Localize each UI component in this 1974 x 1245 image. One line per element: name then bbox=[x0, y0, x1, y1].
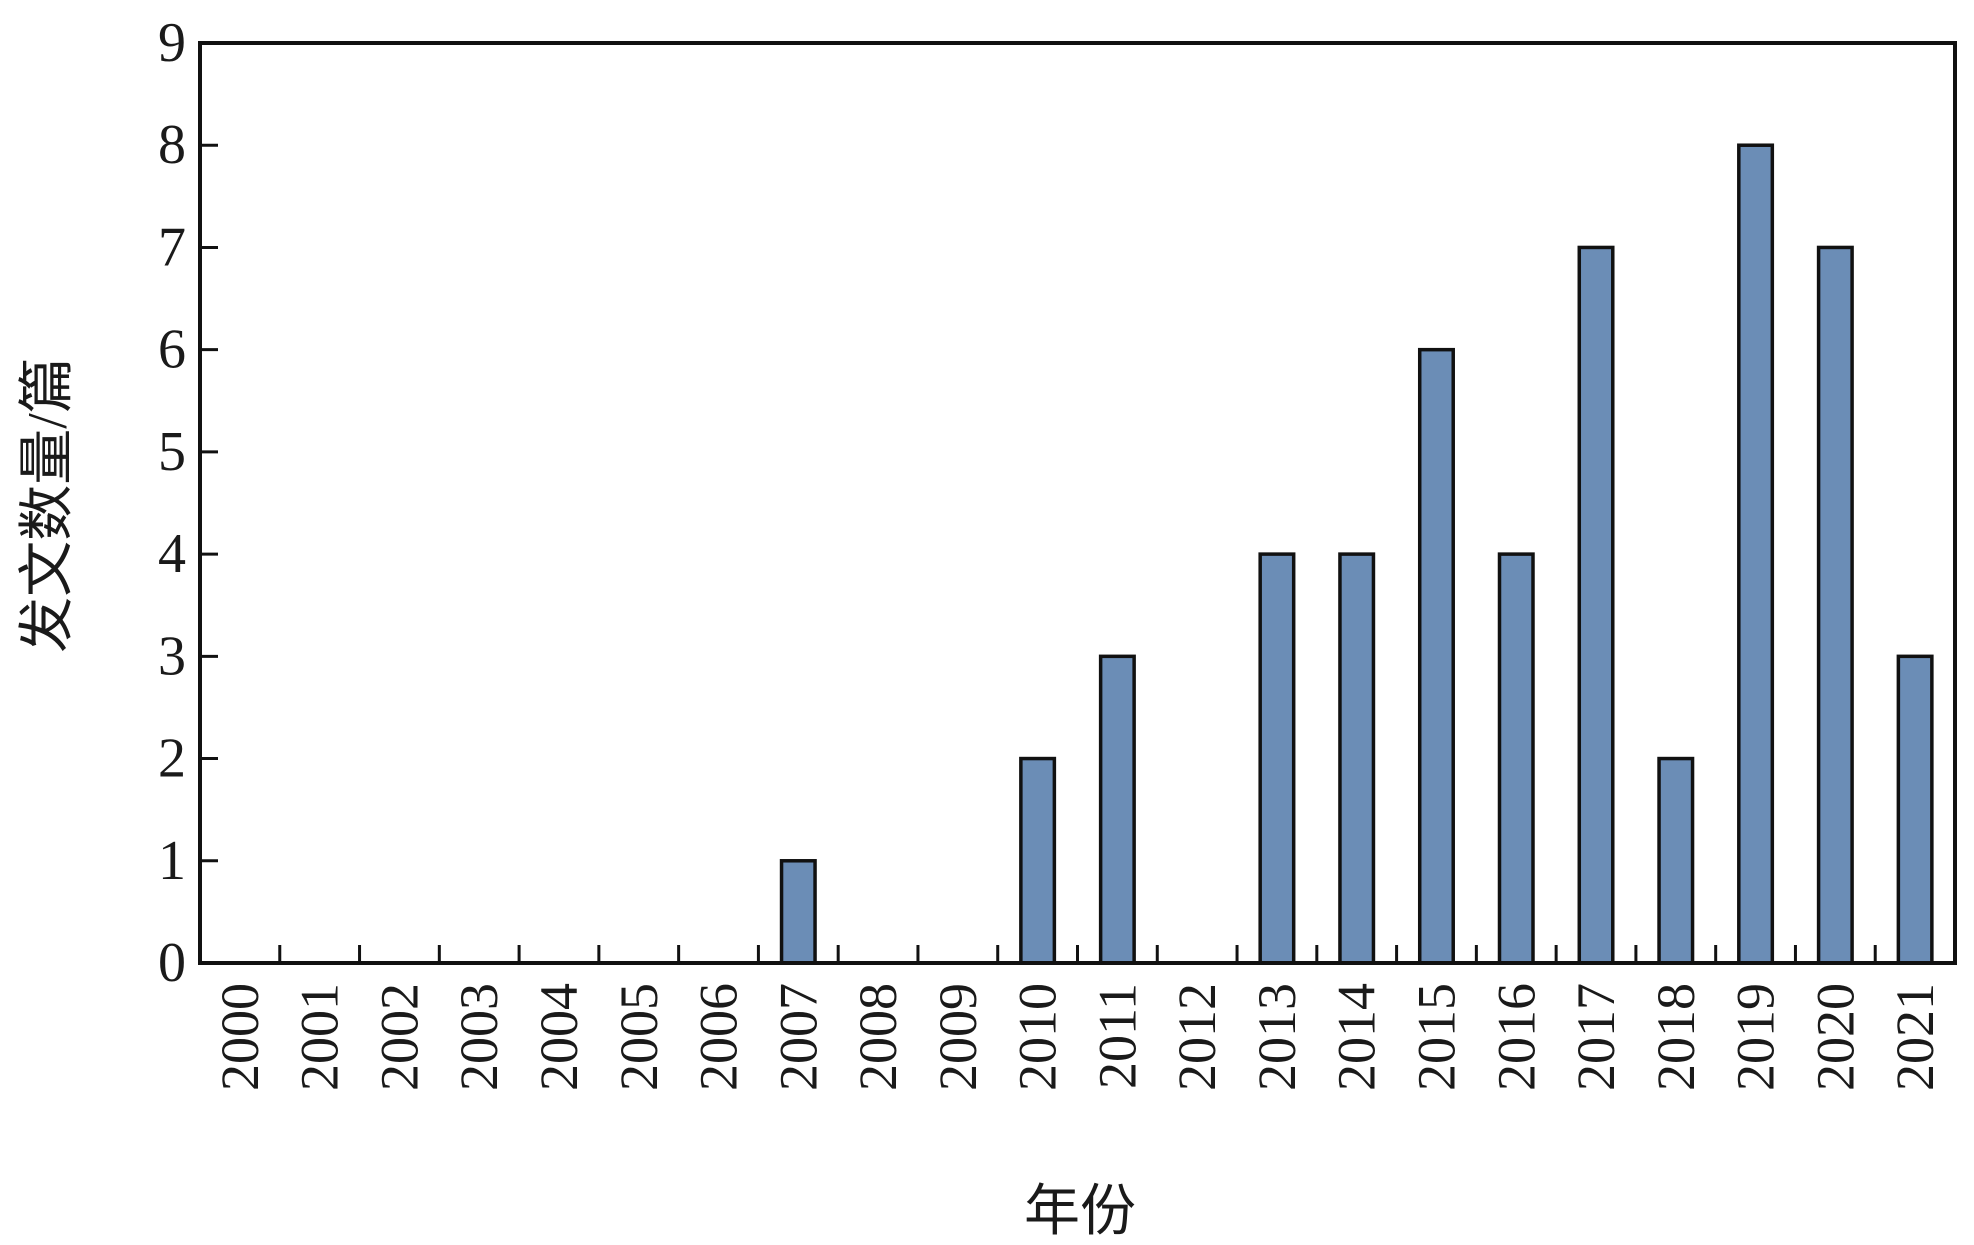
x-axis-ticks bbox=[278, 945, 1877, 963]
x-tick-label-2001: 2001 bbox=[290, 983, 350, 1091]
bar-series bbox=[779, 143, 1934, 965]
y-axis-tick-labels: 0 1 2 3 4 5 6 7 8 9 bbox=[158, 12, 186, 994]
bar-2010 bbox=[1019, 756, 1057, 965]
x-tick-label-2003: 2003 bbox=[449, 983, 509, 1091]
x-tick-label-2020: 2020 bbox=[1805, 983, 1865, 1091]
x-tick-label-2019: 2019 bbox=[1726, 983, 1786, 1091]
bar-2018 bbox=[1657, 756, 1695, 965]
y-axis-title: 发文数量/篇 bbox=[17, 357, 79, 653]
x-tick-label-2004: 2004 bbox=[529, 983, 589, 1091]
bar-2016 bbox=[1497, 552, 1535, 965]
y-tick-label-7: 7 bbox=[158, 216, 186, 278]
y-tick-label-0: 0 bbox=[158, 932, 186, 994]
bar-2007 bbox=[779, 859, 817, 965]
bar-2021 bbox=[1896, 654, 1934, 965]
y-tick-label-6: 6 bbox=[158, 319, 186, 381]
x-tick-label-2008: 2008 bbox=[848, 983, 908, 1091]
x-tick-label-2005: 2005 bbox=[609, 983, 669, 1091]
x-tick-label-2015: 2015 bbox=[1406, 983, 1466, 1091]
y-tick-label-3: 3 bbox=[158, 625, 186, 687]
y-tick-label-9: 9 bbox=[158, 12, 186, 74]
y-axis-ticks bbox=[200, 41, 218, 965]
x-tick-label-2021: 2021 bbox=[1885, 983, 1945, 1091]
x-tick-label-2000: 2000 bbox=[210, 983, 270, 1091]
bar-2017 bbox=[1577, 245, 1615, 965]
x-tick-label-2013: 2013 bbox=[1247, 983, 1307, 1091]
x-axis-tick-labels: 2000 2001 2002 2003 2004 2005 2006 2007 2008 2009… bbox=[210, 983, 1945, 1091]
x-tick-label-2016: 2016 bbox=[1486, 983, 1546, 1091]
bar-2011 bbox=[1098, 654, 1136, 965]
x-tick-label-2010: 2010 bbox=[1008, 983, 1068, 1091]
y-tick-label-2: 2 bbox=[158, 728, 186, 790]
x-axis-title: 年份 bbox=[1024, 1181, 1136, 1243]
x-tick-label-2014: 2014 bbox=[1327, 983, 1387, 1091]
bar-2019 bbox=[1737, 143, 1775, 965]
x-tick-label-2012: 2012 bbox=[1167, 983, 1227, 1091]
x-tick-label-2018: 2018 bbox=[1646, 983, 1706, 1091]
y-tick-label-4: 4 bbox=[158, 523, 186, 585]
x-tick-label-2017: 2017 bbox=[1566, 983, 1626, 1091]
y-tick-label-5: 5 bbox=[158, 421, 186, 483]
bar-2014 bbox=[1338, 552, 1376, 965]
y-tick-label-1: 1 bbox=[158, 830, 186, 892]
x-tick-label-2006: 2006 bbox=[689, 983, 749, 1091]
bar-2020 bbox=[1816, 245, 1854, 965]
bar-2015 bbox=[1417, 347, 1455, 965]
x-tick-label-2002: 2002 bbox=[369, 983, 429, 1091]
y-tick-label-8: 8 bbox=[158, 114, 186, 176]
x-tick-label-2007: 2007 bbox=[768, 983, 828, 1091]
bar-2013 bbox=[1258, 552, 1296, 965]
x-tick-label-2011: 2011 bbox=[1087, 983, 1147, 1089]
x-tick-label-2009: 2009 bbox=[928, 983, 988, 1091]
